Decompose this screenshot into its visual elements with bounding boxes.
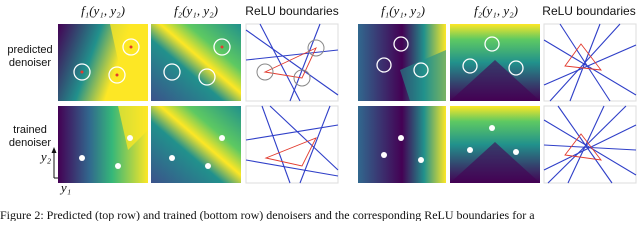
heatmap [151, 106, 241, 183]
heatmap [450, 24, 540, 101]
column-header: f₂(y₁, y₂) [474, 3, 518, 18]
axis-label: y₁ [59, 180, 71, 195]
column-header: f₂(y₁, y₂) [174, 3, 218, 18]
row-label: denoiser [9, 137, 52, 149]
relu-panel [245, 23, 339, 102]
heatmap [358, 106, 446, 183]
row-label: denoiser [9, 57, 52, 69]
heatmap [358, 24, 446, 101]
heatmap [450, 106, 540, 183]
axis-label: y₂ [39, 149, 52, 164]
column-header: f₁(y₁, y₂) [81, 3, 125, 18]
relu-panel [543, 23, 637, 102]
heatmap [151, 24, 241, 101]
column-header: f₁(y₁, y₂) [381, 3, 425, 18]
relu-panel [245, 105, 339, 184]
column-header: ReLU boundaries [542, 4, 635, 18]
row-label: predicted [7, 44, 52, 56]
row-label: trained [13, 124, 47, 136]
relu-panel [543, 105, 637, 184]
column-header: ReLU boundaries [245, 4, 338, 18]
heatmap [58, 24, 148, 101]
caption: Figure 2: Predicted (top row) and traine… [0, 208, 535, 221]
heatmap [58, 106, 148, 183]
figure: predicted denoiser trained denoiser y₂ y… [0, 3, 637, 221]
